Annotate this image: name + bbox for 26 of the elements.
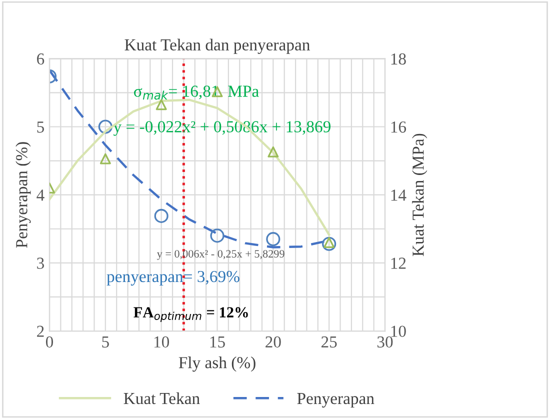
- y2-tick-label: 16: [391, 121, 406, 133]
- y-tick-label: 3: [37, 258, 44, 269]
- y2-tick-label: 18: [391, 53, 406, 65]
- annotation: FA$_{optimum}$ = 12%: [134, 307, 248, 322]
- x-axis-title: Fly ash (%): [178, 356, 256, 372]
- x-tick-label: 20: [266, 336, 281, 348]
- x-tick-label: 30: [377, 336, 393, 348]
- y-tick-label: 4: [36, 190, 44, 201]
- y-tick-label: 2: [37, 326, 44, 337]
- y2-axis-title: Kuat Tekan (MPa): [412, 134, 428, 256]
- annotation: y = 0,006x² - 0,25x + 5,8299: [156, 250, 284, 260]
- y-axis-title: Penyerapan (%): [16, 142, 31, 248]
- annotation: penyerapan= 3,69%: [106, 270, 240, 286]
- y-tick-label: 6: [37, 53, 44, 65]
- x-tick-label: 10: [154, 336, 170, 348]
- chart-title: Kuat Tekan dan penyerapan: [124, 38, 310, 54]
- x-tick-label: 0: [46, 336, 54, 348]
- y2-tick-label: 14: [391, 190, 406, 201]
- y2-tick-label: 10: [391, 326, 406, 337]
- legend-label: Kuat Tekan: [124, 392, 200, 404]
- x-tick-label: 15: [210, 336, 225, 348]
- legend-label: Penyerapan: [297, 393, 374, 408]
- x-tick-label: 25: [321, 336, 337, 348]
- y-tick-label: 5: [37, 122, 44, 133]
- x-tick-label: 5: [102, 336, 109, 348]
- y2-tick-label: 12: [391, 258, 406, 269]
